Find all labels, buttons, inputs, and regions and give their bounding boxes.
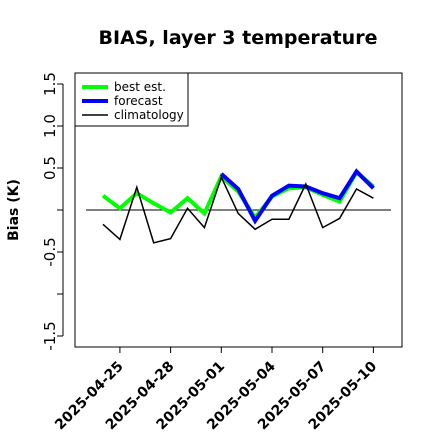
y-tick-label: -0.5 [41,237,59,266]
y-tick-label: 1.5 [41,72,59,96]
x-axis: 2025-04-252025-04-282025-05-012025-05-04… [52,346,380,433]
y-axis: -1.5 -0.5 0.5 1.0 1.5 [41,72,64,351]
legend-label-best-est: best est. [114,80,166,94]
series-line-forecast [219,168,375,225]
y-tick-label: 1.0 [41,114,59,138]
series-layer [101,168,375,244]
y-axis-label: Bias (K) [6,179,22,241]
y-tick-label: 0.5 [41,156,59,180]
legend-label-forecast: forecast [114,94,163,108]
chart-title: BIAS, layer 3 temperature [99,27,378,49]
series-line-climatology [102,175,374,244]
legend-label-climatology: climatology [114,108,184,122]
y-tick-label: -1.5 [41,321,59,350]
